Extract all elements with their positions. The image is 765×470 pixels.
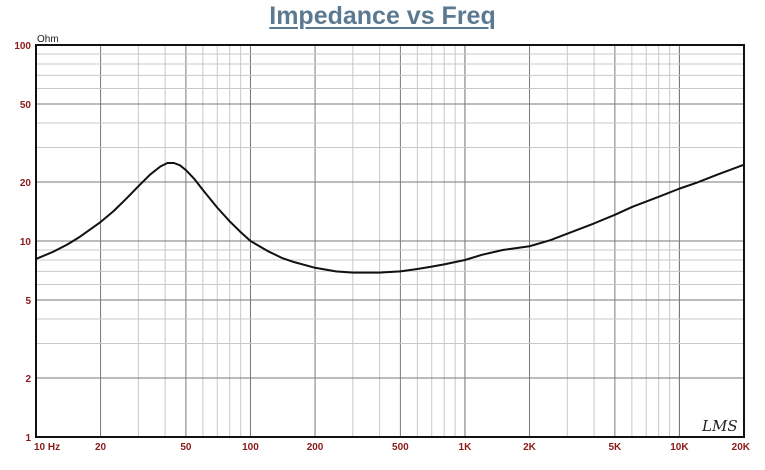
impedance-curve-line [35, 162, 745, 274]
tick-labels: 10 Hz 20 50 100 200 500 1K 2K 5K 10K 20K 1 2 5 10 20 50 1… [14, 41, 750, 453]
x-tick-label: 50 [180, 442, 192, 453]
y-tick-label: 20 [20, 178, 32, 189]
x-tick-label: 1K [459, 442, 473, 453]
x-tick-label: 500 [392, 442, 409, 453]
x-tick-label: 5K [608, 442, 622, 453]
y-tick-label: 1 [25, 433, 31, 444]
data-layer [35, 162, 745, 274]
x-tick-label: 200 [307, 442, 324, 453]
x-tick-label: 100 [242, 442, 259, 453]
y-tick-label: 10 [20, 237, 32, 248]
plot-frame [35, 44, 745, 438]
x-tick-label: 10K [670, 442, 689, 453]
y-tick-label: 2 [25, 374, 31, 385]
chart-title: Impedance vs Freq [269, 2, 496, 30]
y-axis-unit-label: Ohm [37, 34, 59, 45]
y-tick-label: 50 [20, 100, 32, 111]
x-tick-label: 2K [523, 442, 537, 453]
grid-lines [36, 45, 744, 437]
y-tick-label: 100 [14, 41, 31, 52]
x-tick-label: 20K [732, 442, 751, 453]
x-tick-label: 20 [95, 442, 107, 453]
watermark-lms: LMS [701, 417, 738, 435]
x-tick-label: 10 Hz [34, 442, 60, 453]
y-tick-label: 5 [25, 296, 31, 307]
